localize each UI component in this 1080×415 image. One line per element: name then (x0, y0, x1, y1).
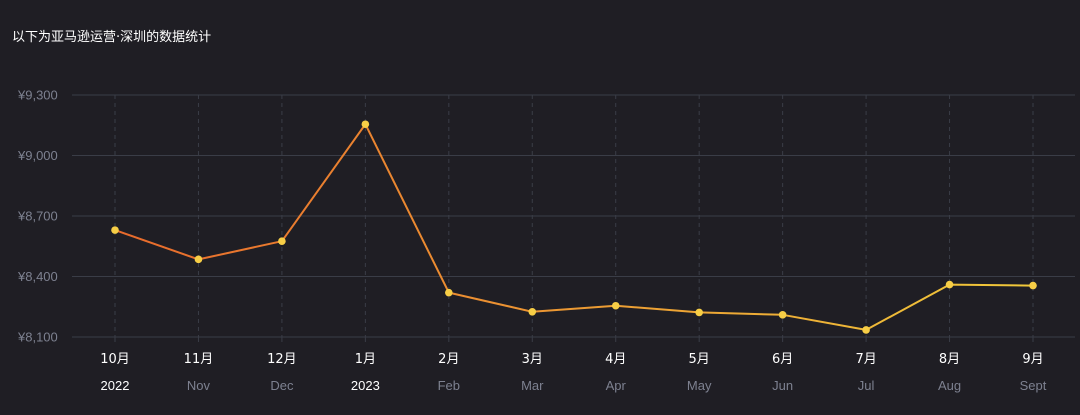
x-tick-label-sub: Jun (772, 378, 793, 393)
x-tick-label-month: 1月 (355, 352, 376, 367)
x-tick-label-month: 4月 (605, 352, 626, 367)
x-tick-label-month: 11月 (184, 352, 214, 367)
y-tick-label: ¥8,400 (17, 269, 58, 284)
x-tick-label-month: 2月 (438, 352, 459, 367)
x-tick-label-sub: Aug (938, 378, 961, 393)
data-point (445, 288, 453, 297)
data-point (111, 226, 119, 234)
y-tick-label: ¥9,300 (17, 88, 58, 103)
x-tick-label-sub: May (687, 378, 712, 393)
y-tick-label: ¥8,100 (17, 330, 58, 345)
data-point (278, 237, 286, 246)
data-point (361, 120, 370, 129)
y-tick-label: ¥9,000 (17, 148, 58, 163)
x-tick-label-sub: Mar (521, 378, 544, 393)
series-line (114, 123, 1034, 331)
x-tick-label-sub: 2022 (101, 378, 130, 393)
x-tick-label-month: 12月 (267, 352, 297, 367)
x-tick-label-month: 6月 (772, 352, 793, 367)
x-tick-label-sub: Dec (270, 378, 294, 393)
chart-title: 以下为亚马逊运营·深圳的数据统计 (12, 30, 212, 45)
x-tick-label-sub: Feb (438, 378, 460, 393)
data-point (862, 326, 870, 334)
x-tick-label-month: 7月 (855, 352, 876, 367)
x-tick-label-month: 9月 (1022, 352, 1043, 367)
x-tick-label-month: 10月 (100, 352, 130, 367)
x-tick-label-month: 3月 (522, 352, 543, 367)
data-point (194, 255, 203, 264)
data-point (1029, 281, 1037, 290)
x-tick-label-month: 8月 (939, 352, 960, 367)
x-tick-label-month: 5月 (689, 352, 710, 367)
data-point (695, 308, 703, 317)
data-point (945, 280, 954, 289)
data-point (611, 301, 620, 310)
x-tick-label-sub: Jul (858, 378, 875, 393)
x-tick-label-sub: Nov (187, 378, 211, 393)
data-point (778, 311, 787, 319)
x-tick-label-sub: Apr (606, 378, 627, 393)
y-tick-label: ¥8,700 (17, 209, 58, 224)
x-tick-label-sub: Sept (1020, 378, 1047, 393)
data-point (528, 307, 537, 316)
x-tick-label-sub: 2023 (351, 378, 380, 393)
